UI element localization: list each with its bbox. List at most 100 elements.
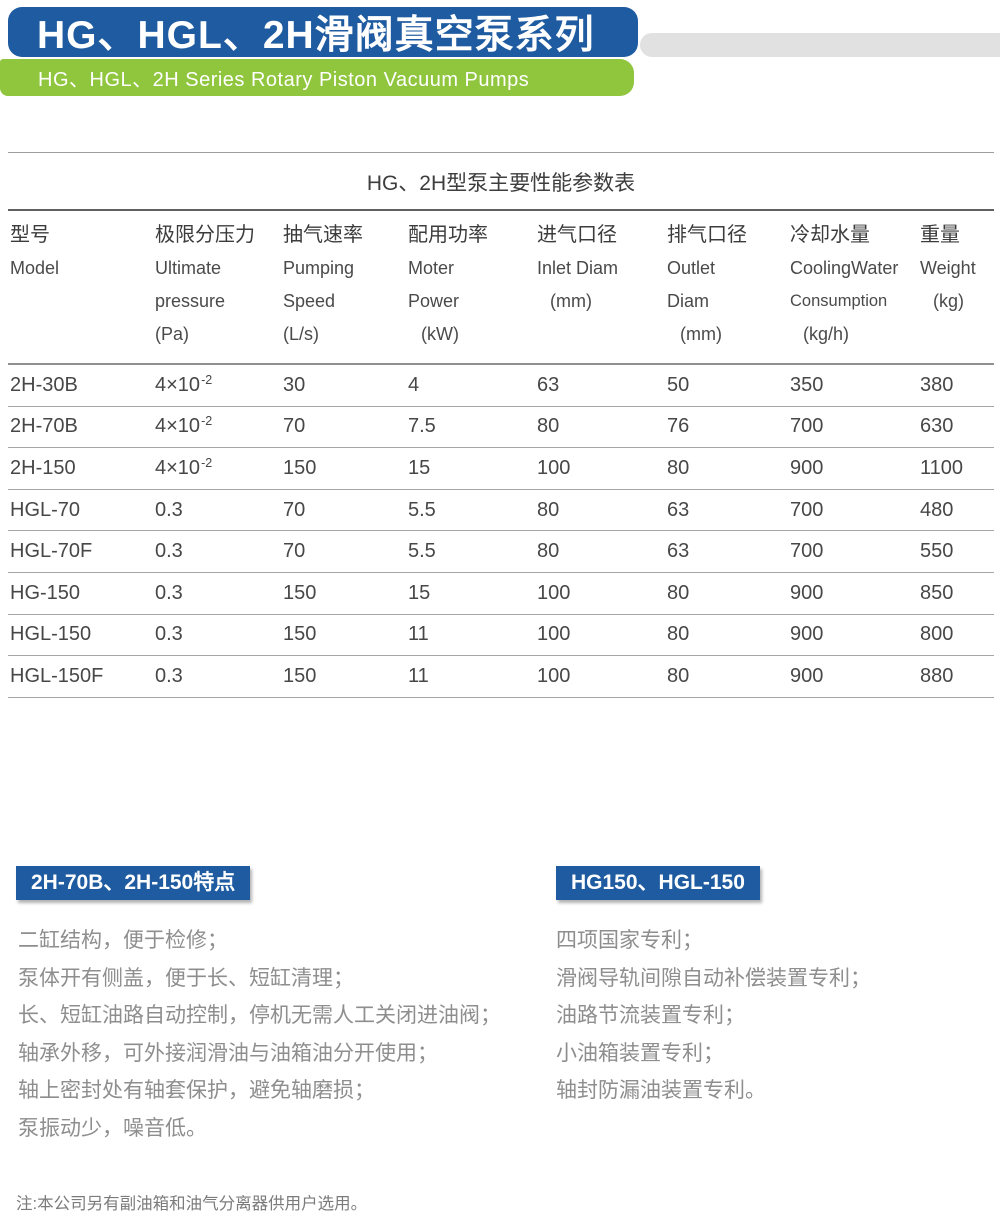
cell-weight: 800 <box>920 623 954 646</box>
cell-weight: 1100 <box>920 456 964 479</box>
feature-item: 长、短缸油路自动控制，停机无需人工关闭进油阀； <box>18 1004 501 1027</box>
cell-power: 15 <box>408 456 431 479</box>
cell-pressure: 0.3 <box>155 665 283 688</box>
cell-weight: 850 <box>920 581 954 604</box>
cell-water: 700 <box>790 540 824 563</box>
cell-water: 900 <box>790 664 824 687</box>
column-header-pumping-speed: 抽气速率 Pumping Speed (L/s) <box>283 224 363 344</box>
cell-weight: 880 <box>920 664 954 687</box>
table-row: HGL-70 0.3 70 5.5 80 63 700 480 <box>8 490 994 532</box>
cell-water: 900 <box>790 623 824 646</box>
cell-outlet: 63 <box>667 540 690 563</box>
header-subtitle-band: HG、HGL、2H Series Rotary Piston Vacuum Pu… <box>0 59 634 96</box>
cell-power: 4 <box>408 373 420 396</box>
cell-weight: 480 <box>920 498 954 521</box>
cell-speed: 150 <box>283 456 317 479</box>
cell-water: 350 <box>790 373 824 396</box>
feature-item: 轴封防漏油装置专利。 <box>556 1079 766 1102</box>
pressure-value: 0.3 <box>155 581 183 604</box>
cell-inlet: 100 <box>537 456 571 479</box>
feature-badge-2h: 2H-70B、2H-150特点 <box>16 866 251 900</box>
feature-item: 轴承外移，可外接润滑油与油箱油分开使用； <box>18 1041 438 1065</box>
cell-water: 900 <box>790 581 824 604</box>
cell-outlet: 80 <box>667 456 690 479</box>
cell-pressure: 4×10-2 <box>155 455 283 480</box>
table-row: 2H-70B 4×10-2 70 7.5 80 76 700 630 <box>8 407 994 449</box>
feature-list-hg: 四项国家专利； 滑阀导轨间隙自动补偿装置专利； 油路节流装置专利； 小油箱装置专… <box>556 922 871 1110</box>
feature-item: 泵体开有侧盖，便于长、短缸清理； <box>18 966 354 990</box>
table-row: 2H-30B 4×10-2 30 4 63 50 350 380 <box>8 365 994 407</box>
cell-pressure: 0.3 <box>155 540 283 563</box>
cell-model: 2H-30B <box>10 373 78 396</box>
header-gray-bar <box>640 33 1000 57</box>
cell-water: 900 <box>790 456 824 479</box>
table-row: HGL-150 0.3 150 11 100 80 900 800 <box>8 615 994 657</box>
table-body: 2H-30B 4×10-2 30 4 63 50 350 380 2H-70B … <box>8 365 994 698</box>
cell-model: HGL-70F <box>10 540 93 563</box>
column-header-ultimate-pressure: 极限分压力 Ultimate pressure (Pa) <box>155 224 255 344</box>
pressure-value: 0.3 <box>155 540 183 563</box>
cell-speed: 150 <box>283 623 317 646</box>
cell-outlet: 63 <box>667 498 690 521</box>
cell-speed: 150 <box>283 664 317 687</box>
spec-table: HG、2H型泵主要性能参数表 型号 Model 极限分压力 Ultimate p… <box>8 152 994 698</box>
feature-sections: 2H-70B、2H-150特点 HG150、HGL-150 二缸结构，便于检修；… <box>0 866 1000 1166</box>
cell-inlet: 100 <box>537 623 571 646</box>
cell-outlet: 80 <box>667 623 690 646</box>
cell-outlet: 76 <box>667 415 690 438</box>
feature-item: 四项国家专利； <box>556 929 703 952</box>
feature-item: 二缸结构，便于检修； <box>18 929 228 952</box>
cell-outlet: 50 <box>667 373 690 396</box>
cell-model: HG-150 <box>10 581 81 604</box>
column-header-model: 型号 Model <box>10 224 60 278</box>
pressure-value: 4×10 <box>155 373 201 396</box>
feature-item: 油路节流装置专利； <box>556 1004 745 1027</box>
cell-speed: 70 <box>283 415 306 438</box>
cell-pressure: 4×10-2 <box>155 372 283 397</box>
table-header: 型号 Model 极限分压力 Ultimate pressure (Pa) 抽气… <box>8 211 994 365</box>
cell-inlet: 80 <box>537 540 560 563</box>
footnote: 注:本公司另有副油箱和油气分离器供用户选用。 <box>16 1195 368 1213</box>
pressure-value: 4×10 <box>155 456 201 479</box>
feature-item: 轴上密封处有轴套保护，避免轴磨损； <box>18 1079 375 1102</box>
cell-model: HGL-150 <box>10 623 92 646</box>
pressure-value: 0.3 <box>155 664 183 687</box>
cell-pressure: 0.3 <box>155 499 283 522</box>
column-header-weight: 重量 Weight (kg) <box>920 224 976 311</box>
pressure-exponent: -2 <box>201 455 213 470</box>
cell-power: 11 <box>408 623 429 646</box>
pressure-exponent: -2 <box>201 372 213 387</box>
cell-model: HGL-150F <box>10 664 104 687</box>
cell-model: HGL-70 <box>10 498 81 521</box>
cell-water: 700 <box>790 415 824 438</box>
table-row: HG-150 0.3 150 15 100 80 900 850 <box>8 573 994 615</box>
cell-model: 2H-150 <box>10 456 76 479</box>
feature-item: 泵振动少，噪音低。 <box>18 1116 207 1140</box>
column-header-cooling-water: 冷却水量 CoolingWater Consumption (kg/h) <box>790 224 899 344</box>
cell-power: 5.5 <box>408 540 436 563</box>
column-header-inlet-diam: 进气口径 Inlet Diam (mm) <box>537 224 619 311</box>
cell-outlet: 80 <box>667 664 690 687</box>
table-row: HGL-150F 0.3 150 11 100 80 900 880 <box>8 656 994 698</box>
pressure-value: 0.3 <box>155 498 183 521</box>
cell-inlet: 63 <box>537 373 560 396</box>
cell-weight: 630 <box>920 415 954 438</box>
cell-power: 11 <box>408 664 429 687</box>
cell-speed: 70 <box>283 540 306 563</box>
cell-power: 7.5 <box>408 415 436 438</box>
column-header-motor-power: 配用功率 Moter Power (kW) <box>408 224 488 344</box>
feature-item: 小油箱装置专利； <box>556 1041 724 1065</box>
cell-water: 700 <box>790 498 824 521</box>
table-title: HG、2H型泵主要性能参数表 <box>8 153 994 211</box>
feature-item: 滑阀导轨间隙自动补偿装置专利； <box>556 966 871 990</box>
feature-list-2h: 二缸结构，便于检修； 泵体开有侧盖，便于长、短缸清理； 长、短缸油路自动控制，停… <box>18 922 501 1147</box>
table-row: 2H-150 4×10-2 150 15 100 80 900 1100 <box>8 448 994 490</box>
cell-speed: 150 <box>283 581 317 604</box>
cell-weight: 550 <box>920 540 954 563</box>
cell-inlet: 100 <box>537 664 571 687</box>
page-subtitle: HG、HGL、2H Series Rotary Piston Vacuum Pu… <box>38 69 530 91</box>
cell-inlet: 80 <box>537 498 560 521</box>
feature-badge-hg: HG150、HGL-150 <box>556 866 760 900</box>
cell-weight: 380 <box>920 373 954 396</box>
